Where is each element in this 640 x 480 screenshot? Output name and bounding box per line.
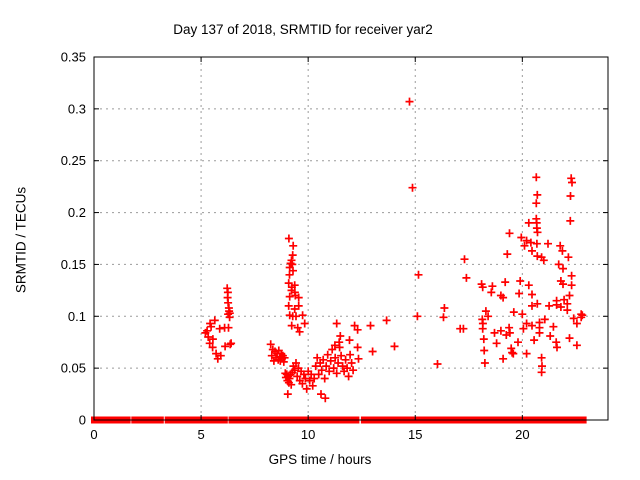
y-tick-label: 0.05 <box>61 361 86 376</box>
x-tick-label: 0 <box>90 427 97 442</box>
x-axis-label: GPS time / hours <box>268 452 372 467</box>
y-tick-label: 0.1 <box>68 309 86 324</box>
y-axis-label: SRMTID / TECUs <box>13 186 29 294</box>
y-tick-label: 0.3 <box>68 101 86 116</box>
y-tick-label: 0.2 <box>68 205 86 220</box>
x-tick-label: 5 <box>197 427 204 442</box>
data-points <box>201 97 587 403</box>
y-tick-label: 0.25 <box>61 153 86 168</box>
x-tick-label: 15 <box>408 427 422 442</box>
y-tick-label: 0.35 <box>61 50 86 65</box>
plot-border <box>93 56 609 421</box>
x-tick-label: 10 <box>301 427 315 442</box>
y-tick-label: 0 <box>79 413 86 428</box>
y-tick-label: 0.15 <box>61 257 86 272</box>
x-tick-label: 20 <box>515 427 529 442</box>
chart-title: Day 137 of 2018, SRMTID for receiver yar… <box>173 22 433 37</box>
